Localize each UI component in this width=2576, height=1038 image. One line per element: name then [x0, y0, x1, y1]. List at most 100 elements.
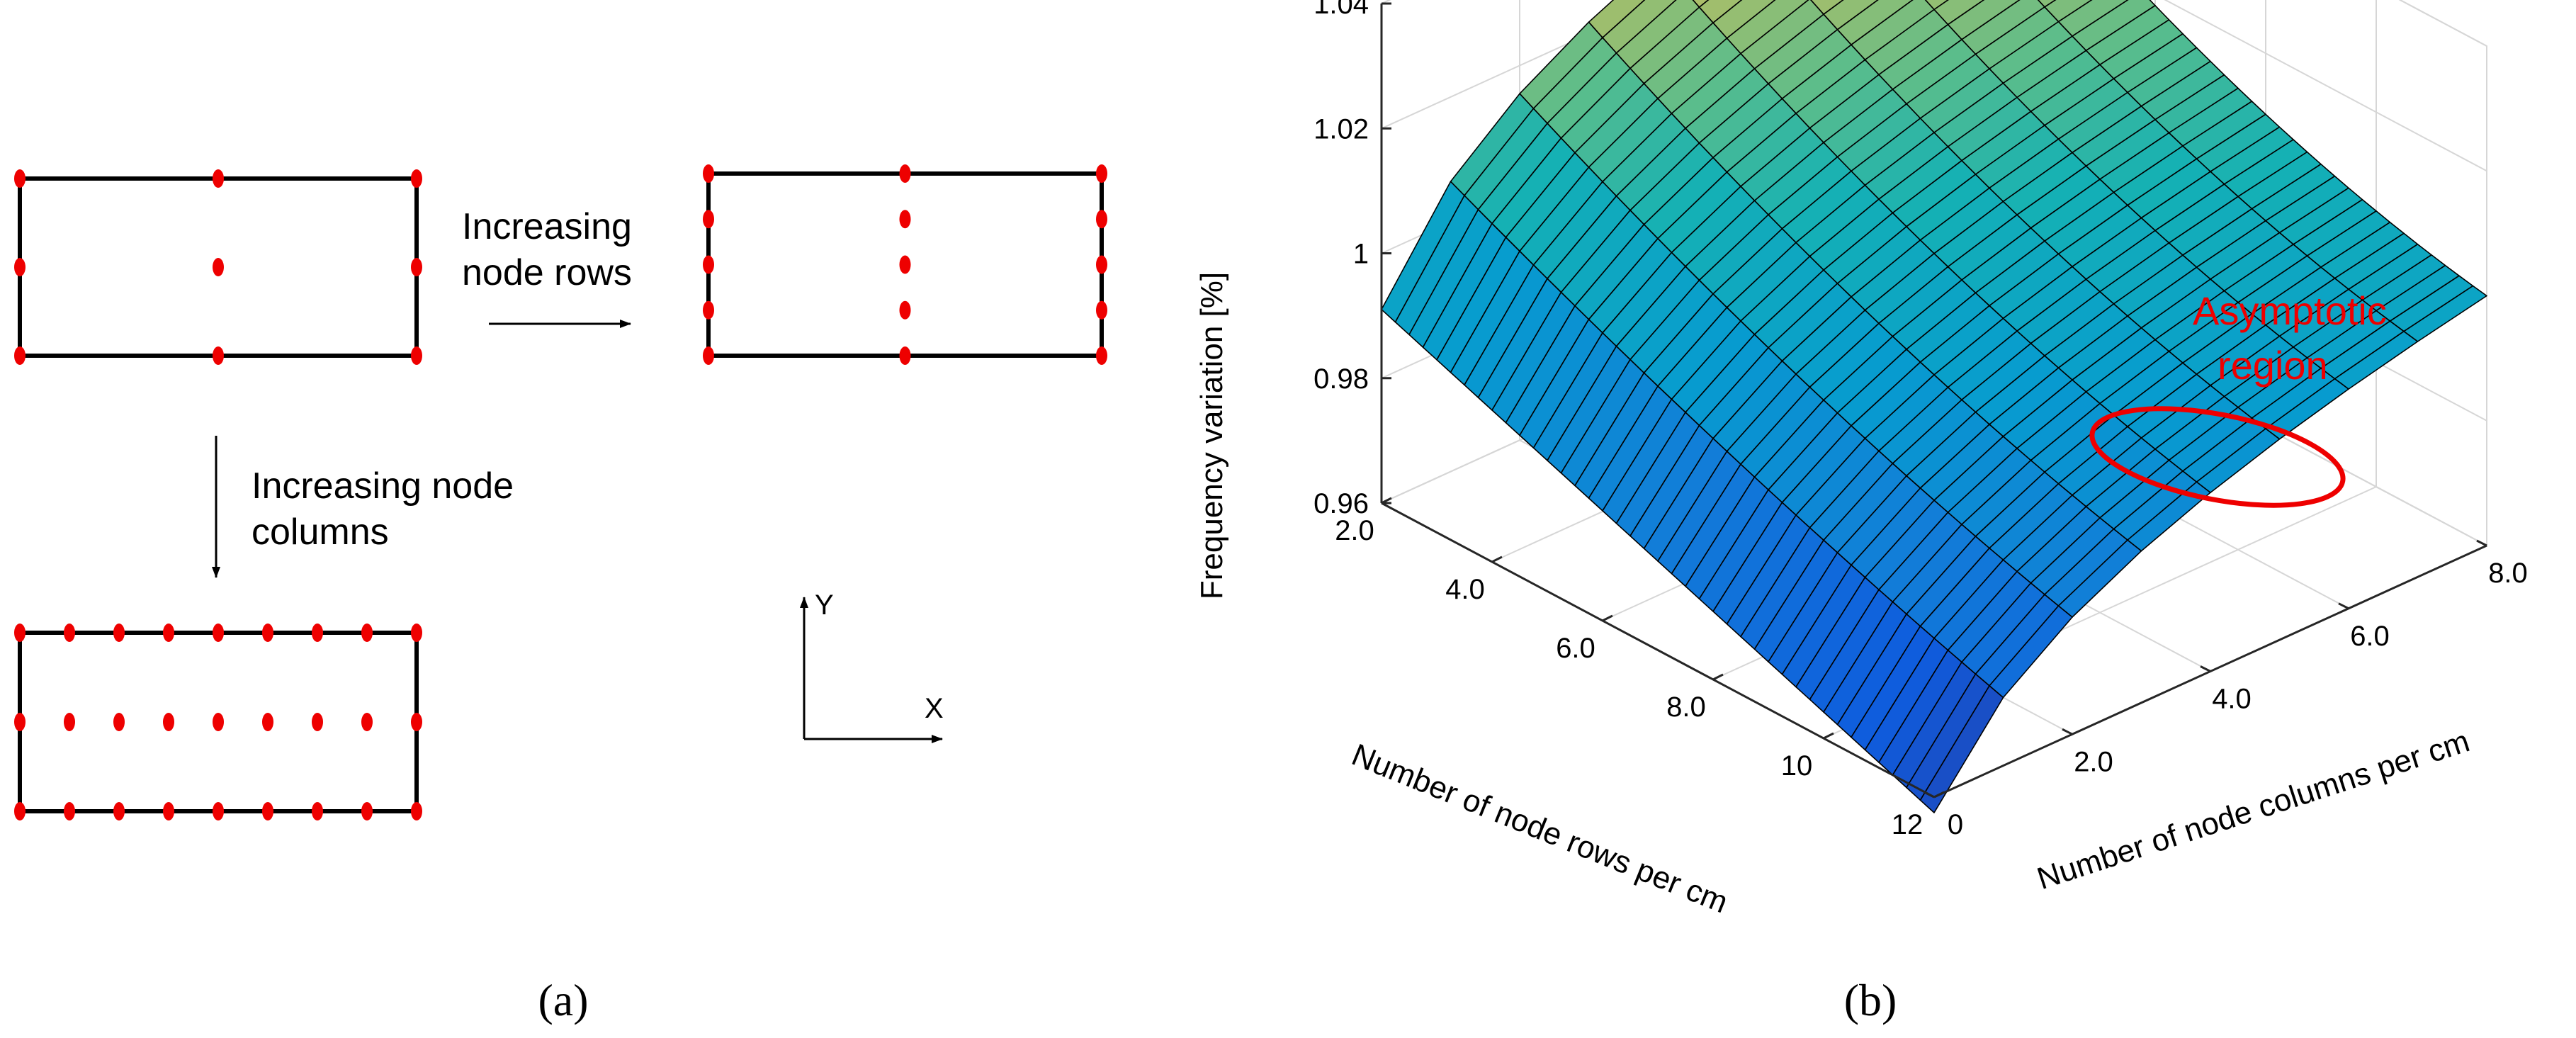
z-tick-label: 1 — [1353, 239, 1369, 270]
base-mesh-node — [213, 169, 224, 188]
base-mesh-node — [14, 346, 26, 365]
surface-patch — [1919, 685, 2004, 813]
column-refined-mesh-node — [361, 624, 373, 642]
y-tick-mark — [2476, 539, 2487, 547]
base-mesh-node — [213, 258, 224, 276]
increase-columns-label-line2: columns — [252, 512, 389, 553]
column-refined-mesh-node — [312, 802, 323, 820]
column-refined-mesh-node — [262, 624, 273, 642]
asymptotic-label-line2: region — [2218, 343, 2328, 388]
x-tick-mark — [1933, 791, 1945, 799]
x-tick-label: 8.0 — [1666, 692, 1706, 723]
base-mesh — [14, 169, 422, 365]
column-refined-mesh-node — [411, 802, 422, 820]
row-refined-mesh-node — [1096, 255, 1107, 274]
x-tick-label: 2.0 — [1335, 515, 1374, 546]
gridline-z — [1381, 0, 2487, 172]
row-refined-mesh-node — [703, 346, 714, 365]
panel-b: 2.0 4.0 6.0 8.0 10 12 0 2.0 4.0 6.0 8.0 0.96 0.98 1 1.… — [1194, 0, 2528, 1025]
y-tick-label: 6.0 — [2350, 621, 2390, 652]
y-tick-label: 4.0 — [2212, 684, 2252, 715]
increase-columns-label-line1: Increasing node — [252, 466, 514, 507]
row-refined-mesh-nodes — [703, 164, 1107, 365]
y-tick-label: 2.0 — [2074, 746, 2113, 777]
surface-plot — [1381, 0, 2487, 813]
base-mesh-node — [411, 169, 422, 188]
coordinate-axes: Y X — [800, 589, 944, 743]
column-refined-mesh-node — [213, 624, 224, 642]
column-refined-mesh-node — [163, 713, 174, 731]
panel-a-caption: (a) — [538, 975, 588, 1025]
x-tick-mark — [1823, 732, 1834, 740]
y-tick-mark — [2200, 665, 2211, 672]
base-mesh-node — [411, 258, 422, 276]
column-refined-mesh-node — [361, 713, 373, 731]
row-refined-mesh-node — [1096, 300, 1107, 320]
row-refined-mesh — [703, 164, 1107, 365]
base-mesh-node — [14, 169, 26, 188]
column-refined-mesh-node — [312, 624, 323, 642]
row-refined-mesh-node — [703, 210, 714, 229]
column-refined-mesh-node — [14, 802, 26, 820]
column-refined-mesh-node — [113, 713, 125, 731]
y-tick-mark — [2062, 728, 2073, 735]
column-refined-mesh-node — [64, 624, 75, 642]
asymptotic-label-line1: Asymptotic — [2193, 288, 2387, 333]
y-tick-label: 8.0 — [2488, 558, 2528, 589]
y-tick-label: 0 — [1948, 809, 1963, 840]
row-refined-mesh-node — [899, 300, 911, 320]
z-tick-label: 1.04 — [1314, 0, 1369, 20]
column-refined-mesh-node — [14, 624, 26, 642]
column-refined-mesh-node — [411, 624, 422, 642]
base-mesh-node — [213, 346, 224, 365]
increase-rows-label-line2: node rows — [462, 252, 632, 293]
row-refined-mesh-node — [703, 255, 714, 274]
row-refined-mesh-node — [703, 300, 714, 320]
asymptotic-region-ellipse — [2089, 406, 2346, 508]
z-axis-title: Frequency variation [%] — [1194, 272, 1229, 599]
column-refined-mesh-node — [113, 624, 125, 642]
column-refined-mesh-node — [411, 713, 422, 731]
row-refined-mesh-node — [703, 164, 714, 183]
column-refined-mesh-nodes — [14, 624, 422, 820]
y-tick-mark — [1923, 791, 1935, 799]
column-refined-mesh-node — [113, 802, 125, 820]
row-refined-mesh-node — [899, 210, 911, 229]
x-axis-label: X — [925, 693, 944, 724]
row-refined-mesh-node — [1096, 164, 1107, 183]
x-tick-mark — [1602, 614, 1613, 622]
increase-rows-label-line1: Increasing — [462, 206, 632, 247]
column-refined-mesh-node — [262, 802, 273, 820]
z-tick-label: 1.02 — [1314, 113, 1369, 145]
base-mesh-nodes — [14, 169, 422, 365]
x-tick-label: 4.0 — [1445, 574, 1485, 605]
x-axis-line — [1381, 502, 1935, 799]
z-tick-label: 0.98 — [1314, 363, 1369, 395]
x-tick-label: 6.0 — [1556, 633, 1595, 664]
chart-tick-labels: 2.0 4.0 6.0 8.0 10 12 0 2.0 4.0 6.0 8.0 0.96 0.98 1 1.… — [1314, 0, 2528, 840]
x-tick-mark — [1491, 555, 1503, 563]
row-refined-mesh-node — [899, 346, 911, 365]
column-refined-mesh-node — [64, 802, 75, 820]
row-refined-mesh-node — [899, 164, 911, 183]
row-refined-mesh-node — [899, 255, 911, 274]
x-axis-title: Number of node rows per cm — [1347, 738, 1732, 920]
x-tick-label: 10 — [1781, 750, 1813, 782]
row-refined-mesh-node — [1096, 346, 1107, 365]
y-axis-label: Y — [815, 589, 834, 621]
panel-b-caption: (b) — [1844, 975, 1897, 1025]
column-refined-mesh-node — [213, 802, 224, 820]
column-refined-mesh-node — [262, 713, 273, 731]
x-tick-label: 12 — [1892, 809, 1923, 840]
column-refined-mesh-node — [213, 713, 224, 731]
chart-3d: 2.0 4.0 6.0 8.0 10 12 0 2.0 4.0 6.0 8.0 0.96 0.98 1 1.… — [1194, 0, 2528, 920]
row-refined-mesh-node — [1096, 210, 1107, 229]
column-refined-mesh — [14, 624, 422, 820]
column-refined-mesh-node — [163, 802, 174, 820]
panel-a: Increasing node rows Increasing node col… — [14, 164, 1107, 1025]
column-refined-mesh-node — [14, 713, 26, 731]
base-mesh-node — [411, 346, 422, 365]
base-mesh-node — [14, 258, 26, 276]
column-refined-mesh-node — [64, 713, 75, 731]
